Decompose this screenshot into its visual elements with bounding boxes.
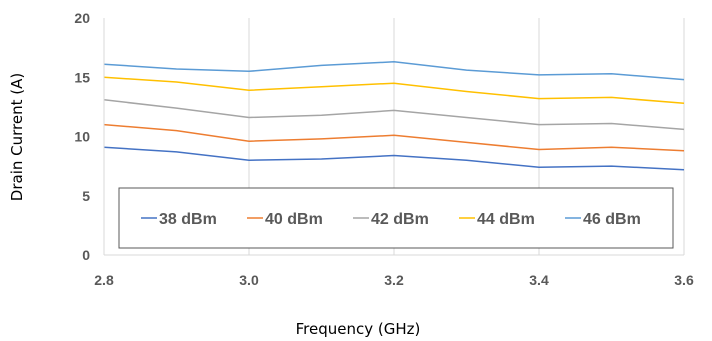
y-tick-label: 20 (74, 10, 90, 26)
x-tick-label: 2.8 (94, 272, 114, 288)
y-tick-label: 15 (74, 69, 90, 85)
legend-label: 40 dBm (265, 211, 323, 228)
x-tick-label: 3.2 (384, 272, 404, 288)
series-line-38-dbm (103, 146, 685, 171)
y-tick-label: 5 (82, 188, 90, 204)
legend-label: 46 dBm (583, 211, 641, 228)
series-line-42-dbm (103, 99, 685, 131)
series-line-46-dbm (103, 61, 685, 81)
legend-label: 44 dBm (477, 211, 535, 228)
series-line-44-dbm (103, 76, 685, 105)
series-line-40-dbm (103, 123, 685, 152)
y-tick-label: 0 (82, 247, 90, 263)
y-axis-title: Drain Current (A) (8, 73, 26, 201)
legend: 38 dBm 40 dBm 42 dBm 44 dBm 46 dBm (118, 187, 674, 249)
legend-label: 38 dBm (159, 211, 217, 228)
legend-label: 42 dBm (371, 211, 429, 228)
x-axis-title: Frequency (GHz) (296, 320, 421, 338)
x-tick-label: 3.0 (239, 272, 259, 288)
x-tick-label: 3.6 (674, 272, 694, 288)
axes: 0 5 10 15 20 2.8 3.0 3.2 3.4 3.6 (74, 10, 694, 288)
series-lines (103, 61, 685, 171)
x-tick-label: 3.4 (529, 272, 549, 288)
y-tick-label: 10 (74, 129, 90, 145)
